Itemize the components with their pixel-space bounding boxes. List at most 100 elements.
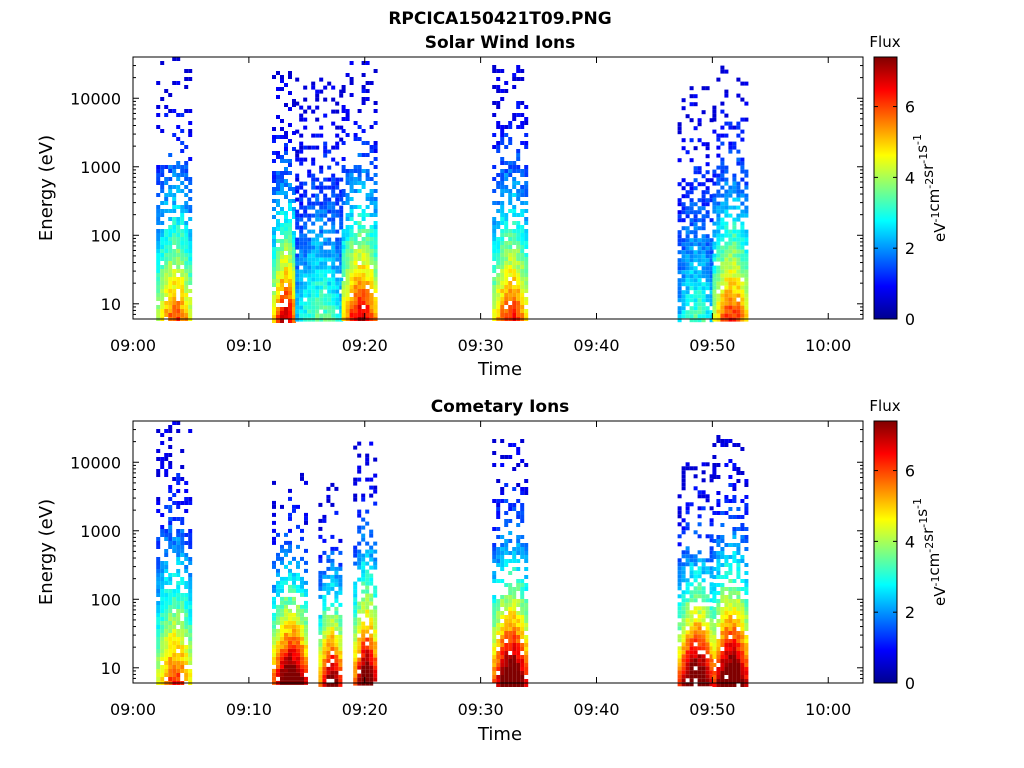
y-tick-label: 10: [101, 659, 121, 678]
spectrogram-cell: [373, 677, 378, 682]
spectrogram-cell: [339, 213, 344, 218]
spectrogram-cell: [520, 587, 525, 591]
spectrogram-cell: [693, 258, 698, 263]
spectrogram-cell: [345, 289, 350, 293]
spectrogram-cell: [339, 245, 344, 250]
spectrogram-cell: [512, 467, 517, 471]
spectrogram-cell: [172, 537, 177, 541]
spectrogram-cell: [164, 589, 169, 593]
spectrogram-cell: [724, 615, 729, 619]
spectrogram-cell: [280, 604, 284, 609]
spectrogram-cell: [373, 457, 378, 462]
spectrogram-cell: [176, 281, 181, 285]
spectrogram-cell: [689, 318, 694, 323]
spectrogram-cell: [693, 626, 698, 631]
spectrogram-cell: [318, 502, 323, 507]
spectrogram-cell: [516, 463, 521, 467]
spectrogram-cell: [304, 592, 308, 597]
spectrogram-cell: [740, 249, 745, 254]
spectrogram-cell: [168, 289, 173, 293]
spectrogram-cell: [353, 617, 358, 622]
spectrogram-cell: [724, 305, 729, 310]
spectrogram-cell: [712, 181, 717, 186]
spectrogram-cell: [284, 620, 288, 625]
spectrogram-cell: [349, 233, 354, 237]
spectrogram-cell: [709, 286, 714, 291]
spectrogram-cell: [369, 193, 374, 197]
spectrogram-cell: [327, 309, 332, 314]
spectrogram-cell: [705, 246, 710, 251]
spectrogram-cell: [357, 641, 362, 646]
spectrogram-cell: [728, 631, 733, 635]
spectrogram-cell: [176, 217, 181, 221]
spectrogram-cell: [504, 233, 509, 237]
spectrogram-cell: [693, 126, 698, 131]
spectrogram-cell: [685, 114, 690, 119]
spectrogram-cell: [292, 648, 296, 653]
spectrogram-cell: [284, 211, 288, 215]
spectrogram-cell: [693, 574, 698, 579]
spectrogram-cell: [357, 657, 362, 662]
spectrogram-cell: [327, 205, 332, 210]
spectrogram-cell: [357, 225, 362, 229]
spectrogram-cell: [357, 281, 362, 285]
spectrogram-cell: [697, 118, 702, 123]
spectrogram-cell: [322, 646, 327, 651]
spectrogram-cell: [160, 213, 165, 217]
spectrogram-cell: [172, 641, 177, 645]
spectrogram-cell: [176, 265, 181, 269]
spectrogram-cell: [724, 229, 729, 234]
spectrogram-cell: [319, 281, 324, 286]
spectrogram-cell: [365, 553, 370, 558]
spectrogram-cell: [720, 253, 725, 258]
spectrogram-cell: [740, 137, 745, 142]
spectrogram-cell: [369, 549, 374, 554]
spectrogram-cell: [323, 309, 328, 314]
spectrogram-cell: [323, 141, 328, 146]
spectrogram-cell: [720, 643, 725, 647]
spectrogram-cell: [341, 193, 346, 197]
spectrogram-cell: [357, 529, 362, 534]
spectrogram-cell: [373, 609, 378, 614]
spectrogram-cell: [361, 169, 366, 173]
spectrogram-cell: [701, 606, 706, 611]
spectrogram-cell: [326, 634, 331, 639]
spectrogram-cell: [736, 273, 741, 278]
spectrogram-cell: [156, 181, 161, 185]
spectrogram-cell: [736, 647, 741, 651]
spectrogram-cell: [697, 610, 702, 615]
spectrogram-cell: [705, 254, 710, 259]
spectrogram-cell: [520, 619, 525, 623]
spectrogram-cell: [705, 190, 710, 195]
spectrogram-cell: [188, 649, 193, 653]
spectrogram-cell: [341, 309, 346, 313]
spectrogram-cell: [369, 597, 374, 602]
spectrogram-cell: [697, 646, 702, 651]
spectrogram-cell: [160, 249, 165, 253]
spectrogram-cell: [164, 105, 169, 109]
spectrogram-cell: [693, 278, 698, 283]
spectrogram-cell: [712, 475, 717, 479]
spectrogram-cell: [512, 619, 517, 623]
spectrogram-cell: [288, 596, 292, 601]
spectrogram-cell: [681, 622, 686, 627]
spectrogram-cell: [172, 197, 177, 201]
spectrogram-cell: [720, 615, 725, 619]
spectrogram-cell: [504, 281, 509, 285]
spectrogram-cell: [331, 277, 336, 282]
spectrogram-cell: [736, 615, 741, 619]
spectrogram-cell: [292, 508, 296, 513]
spectrogram-cell: [361, 97, 366, 101]
spectrogram-cell: [697, 302, 702, 307]
spectrogram-cell: [512, 667, 517, 671]
spectrogram-cell: [709, 582, 714, 587]
spectrogram-cell: [728, 507, 733, 511]
spectrogram-cell: [744, 623, 749, 627]
spectrogram-cell: [357, 541, 362, 546]
spectrogram-cell: [736, 305, 741, 310]
spectrogram-cell: [520, 229, 525, 233]
spectrogram-cell: [504, 297, 509, 301]
spectrogram-cell: [338, 574, 343, 579]
spectrogram-cell: [184, 557, 189, 561]
